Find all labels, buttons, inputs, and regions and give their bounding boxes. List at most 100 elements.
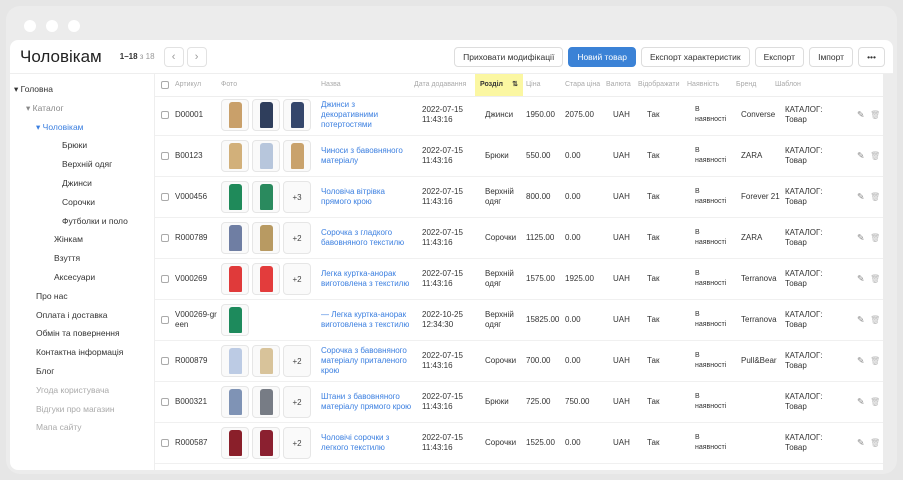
sidebar-item[interactable]: Взуття: [54, 253, 80, 263]
product-photo[interactable]: [283, 99, 311, 131]
product-photo[interactable]: [221, 222, 249, 254]
product-photo[interactable]: [252, 222, 280, 254]
row-checkbox[interactable]: [161, 152, 169, 160]
edit-icon[interactable]: ✎: [857, 191, 865, 202]
more-photos[interactable]: +2: [283, 345, 311, 377]
col-section[interactable]: Розділ ⇅: [475, 74, 523, 96]
sidebar-item[interactable]: Сорочки: [62, 197, 95, 207]
table-row[interactable]: R000789 +2 Сорочка з гладкого бавовняног…: [155, 218, 893, 259]
product-photo[interactable]: [252, 345, 280, 377]
product-name-link[interactable]: — Легка куртка-анорак виготовлена з текс…: [321, 310, 410, 329]
edit-icon[interactable]: ✎: [857, 273, 865, 284]
product-photo[interactable]: [252, 140, 280, 172]
table-row[interactable]: V000269 +2 Легка куртка-анорак виготовле…: [155, 259, 893, 300]
table-row[interactable]: R000879 +2 Сорочка з бавовняного матеріа…: [155, 341, 893, 382]
export-characteristics-button[interactable]: Експорт характеристик: [640, 46, 750, 67]
new-item-button[interactable]: Новий товар: [568, 46, 636, 67]
product-photo[interactable]: [252, 99, 280, 131]
product-name-link[interactable]: Легка куртка-анорак виготовлена з тексти…: [321, 269, 410, 288]
product-photo[interactable]: [221, 181, 249, 213]
sidebar-item[interactable]: Угода користувача: [36, 385, 109, 395]
table-row[interactable]: R000587 +2 Чоловічі сорочки з легкого те…: [155, 423, 893, 464]
sidebar-item[interactable]: Блог: [36, 366, 54, 376]
maximize-dot[interactable]: [68, 20, 80, 32]
product-photo[interactable]: [221, 263, 249, 295]
scrollbar[interactable]: [883, 74, 893, 470]
col-sku[interactable]: Артикул: [175, 81, 202, 88]
trash-icon[interactable]: 🗑: [870, 397, 881, 407]
col-price[interactable]: Ціна: [526, 81, 541, 88]
product-name-link[interactable]: Штани з бавовняного матеріалу прямого кр…: [321, 392, 412, 411]
product-photo[interactable]: [252, 181, 280, 213]
col-display[interactable]: Відображати: [638, 81, 680, 88]
product-photo[interactable]: [283, 140, 311, 172]
product-photo[interactable]: [221, 99, 249, 131]
edit-icon[interactable]: ✎: [857, 355, 865, 366]
row-checkbox[interactable]: [161, 316, 169, 324]
col-old-price[interactable]: Стара ціна: [565, 81, 601, 88]
product-name-link[interactable]: Сорочка з бавовняного матеріалу притален…: [321, 346, 407, 375]
import-button[interactable]: Імпорт: [809, 46, 854, 67]
sidebar-item[interactable]: Джинси: [62, 178, 92, 188]
trash-icon[interactable]: 🗑: [870, 438, 881, 448]
sidebar-item[interactable]: Жінкам: [54, 234, 83, 244]
sidebar-item[interactable]: Мапа сайту: [36, 422, 82, 432]
trash-icon[interactable]: 🗑: [870, 233, 881, 243]
trash-icon[interactable]: 🗑: [870, 110, 881, 120]
edit-icon[interactable]: ✎: [857, 437, 865, 448]
export-button[interactable]: Експорт: [754, 46, 805, 67]
row-checkbox[interactable]: [161, 357, 169, 365]
sidebar-item[interactable]: ▾ Каталог: [26, 103, 64, 114]
col-name[interactable]: Назва: [321, 81, 341, 88]
more-photos[interactable]: +3: [283, 181, 311, 213]
sidebar-item[interactable]: Футболки и поло: [62, 216, 128, 226]
next-page-button[interactable]: ›: [186, 46, 207, 67]
trash-icon[interactable]: 🗑: [870, 356, 881, 366]
trash-icon[interactable]: 🗑: [870, 151, 881, 161]
table-row[interactable]: B00123 Чиноси з бавовняного матеріалу 20…: [155, 136, 893, 177]
sidebar-item[interactable]: Верхній одяг: [62, 159, 112, 169]
product-photo[interactable]: [221, 345, 249, 377]
sidebar-item[interactable]: Обмін та повернення: [36, 328, 120, 338]
more-photos[interactable]: +2: [283, 263, 311, 295]
trash-icon[interactable]: 🗑: [870, 192, 881, 202]
hide-modifications-button[interactable]: Приховати модифікації: [454, 46, 564, 67]
edit-icon[interactable]: ✎: [857, 232, 865, 243]
product-name-link[interactable]: Джинси з декоративними потертостями: [321, 100, 379, 129]
table-row[interactable]: B000321 +2 Штани з бавовняного матеріалу…: [155, 382, 893, 423]
close-dot[interactable]: [24, 20, 36, 32]
sidebar-item[interactable]: ▾ Головна: [14, 84, 53, 95]
sidebar-item[interactable]: Брюки: [62, 140, 87, 150]
product-photo[interactable]: [252, 386, 280, 418]
col-availability[interactable]: Наявність: [687, 81, 720, 88]
edit-icon[interactable]: ✎: [857, 109, 865, 120]
product-photo[interactable]: [221, 386, 249, 418]
more-photos[interactable]: +2: [283, 427, 311, 459]
col-currency[interactable]: Валюта: [606, 81, 631, 88]
table-row[interactable]: D00001 Джинси з декоративними потертостя…: [155, 95, 893, 136]
select-all-checkbox[interactable]: [161, 81, 169, 89]
product-name-link[interactable]: Чоловічі сорочки з легкого текстилю: [321, 433, 390, 452]
more-button[interactable]: •••: [858, 46, 885, 67]
sidebar-item[interactable]: Про нас: [36, 291, 68, 301]
more-photos[interactable]: +2: [283, 222, 311, 254]
product-name-link[interactable]: Сорочка з гладкого бавовняного текстилю: [321, 228, 405, 247]
row-checkbox[interactable]: [161, 439, 169, 447]
product-photo[interactable]: [221, 140, 249, 172]
product-name-link[interactable]: Чиноси з бавовняного матеріалу: [321, 146, 403, 165]
table-row[interactable]: V000269-green — Легка куртка-анорак виго…: [155, 300, 893, 341]
sidebar-item[interactable]: ▾ Чоловікам: [36, 122, 84, 133]
product-photo[interactable]: [221, 427, 249, 459]
product-photo[interactable]: [221, 304, 249, 336]
edit-icon[interactable]: ✎: [857, 396, 865, 407]
table-row[interactable]: V000456 +3 Чоловіча вітрівка прямого кро…: [155, 177, 893, 218]
sidebar-item[interactable]: Аксесуари: [54, 272, 95, 282]
col-date[interactable]: Дата додавання: [414, 81, 467, 88]
row-checkbox[interactable]: [161, 234, 169, 242]
sidebar-item[interactable]: Контактна інформація: [36, 347, 123, 357]
edit-icon[interactable]: ✎: [857, 314, 865, 325]
sidebar-item[interactable]: Оплата і доставка: [36, 310, 107, 320]
row-checkbox[interactable]: [161, 193, 169, 201]
trash-icon[interactable]: 🗑: [870, 315, 881, 325]
col-template[interactable]: Шаблон: [775, 81, 801, 88]
